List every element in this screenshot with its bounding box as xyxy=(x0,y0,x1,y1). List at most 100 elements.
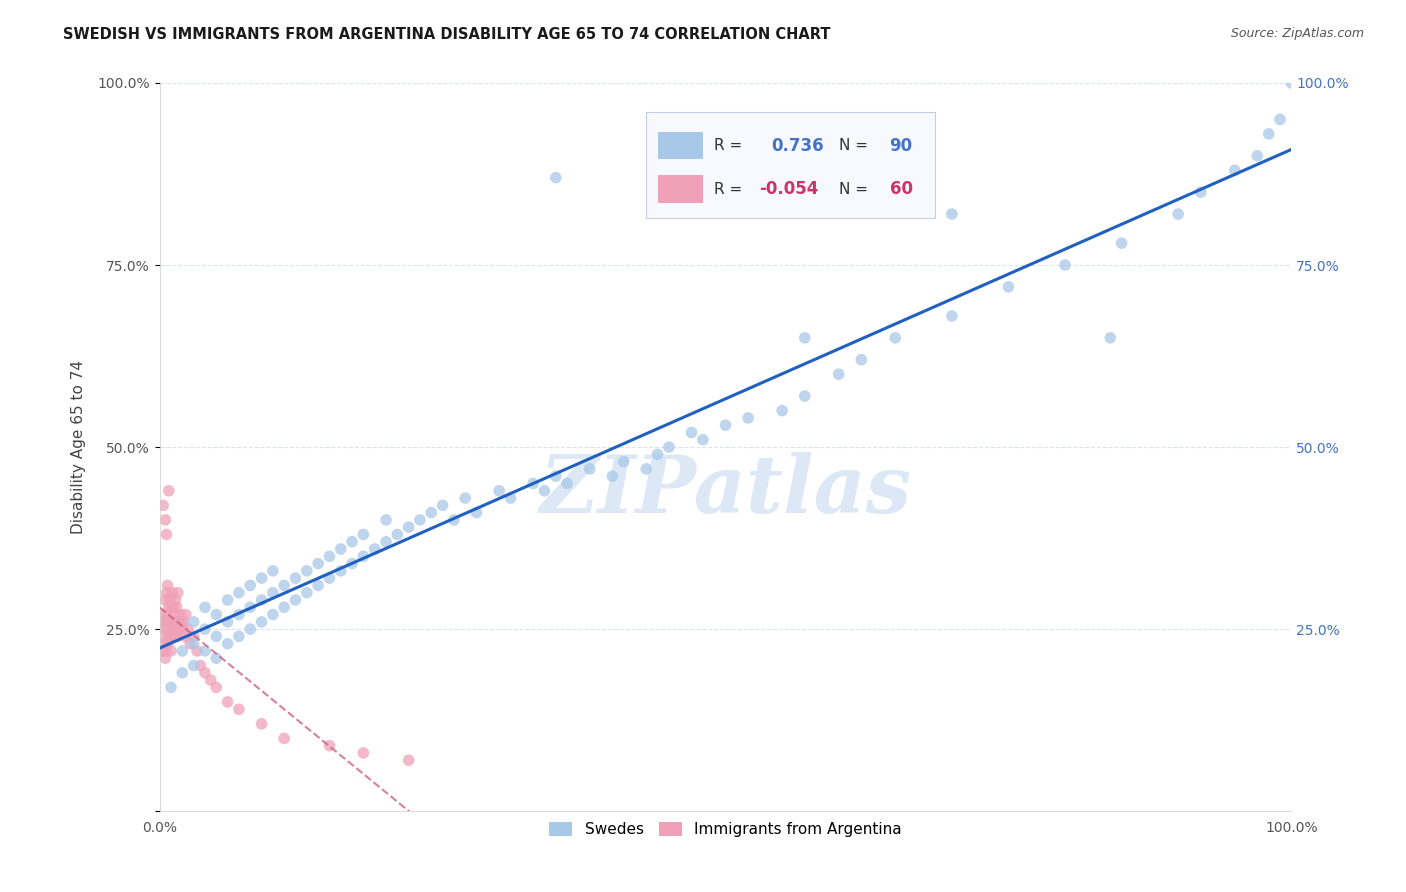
Point xyxy=(157,622,180,636)
Point xyxy=(307,578,329,592)
Point xyxy=(1223,163,1246,178)
Point xyxy=(155,644,177,658)
Point xyxy=(329,541,352,556)
Point xyxy=(228,607,250,622)
Point xyxy=(329,564,352,578)
Point xyxy=(352,746,374,760)
Point xyxy=(163,607,186,622)
Point xyxy=(155,615,177,629)
Point xyxy=(170,615,193,629)
Text: SWEDISH VS IMMIGRANTS FROM ARGENTINA DISABILITY AGE 65 TO 74 CORRELATION CHART: SWEDISH VS IMMIGRANTS FROM ARGENTINA DIS… xyxy=(63,27,831,42)
Point xyxy=(166,615,188,629)
Y-axis label: Disability Age 65 to 74: Disability Age 65 to 74 xyxy=(72,360,86,534)
Point xyxy=(153,637,176,651)
Point xyxy=(173,629,195,643)
Point xyxy=(150,629,173,643)
Point xyxy=(1257,127,1279,141)
Point xyxy=(307,557,329,571)
FancyBboxPatch shape xyxy=(647,112,935,218)
Point xyxy=(228,629,250,643)
Point xyxy=(217,695,239,709)
Point xyxy=(205,607,228,622)
Point xyxy=(217,615,239,629)
Point xyxy=(352,527,374,541)
Point xyxy=(1167,207,1189,221)
Point xyxy=(183,637,205,651)
Point xyxy=(398,753,420,767)
Point xyxy=(793,331,815,345)
Point xyxy=(533,483,555,498)
Point xyxy=(851,352,873,367)
Point xyxy=(352,549,374,564)
Point xyxy=(578,462,600,476)
Point xyxy=(166,629,188,643)
Point xyxy=(156,607,179,622)
Point xyxy=(152,499,174,513)
Point xyxy=(156,578,179,592)
Point xyxy=(155,593,177,607)
Point xyxy=(217,637,239,651)
Point xyxy=(647,447,669,461)
Point xyxy=(737,411,759,425)
Point xyxy=(364,541,387,556)
Point xyxy=(1268,112,1291,127)
Point xyxy=(160,615,183,629)
Point xyxy=(1053,258,1076,272)
Point xyxy=(165,622,187,636)
Point xyxy=(174,607,197,622)
Point xyxy=(318,739,340,753)
FancyBboxPatch shape xyxy=(658,176,703,203)
Point xyxy=(186,644,208,658)
Point xyxy=(183,615,205,629)
Point xyxy=(941,309,963,323)
Point xyxy=(183,629,205,643)
Text: Source: ZipAtlas.com: Source: ZipAtlas.com xyxy=(1230,27,1364,40)
Point xyxy=(172,622,194,636)
Point xyxy=(160,600,183,615)
Point xyxy=(828,368,851,382)
Point xyxy=(194,600,217,615)
Point xyxy=(194,622,217,636)
Point xyxy=(340,557,363,571)
Point xyxy=(172,665,194,680)
Point xyxy=(375,513,398,527)
Point xyxy=(160,585,183,599)
Point xyxy=(177,622,200,636)
Point xyxy=(250,571,273,585)
Point xyxy=(157,600,180,615)
Point xyxy=(153,607,176,622)
Legend: Swedes, Immigrants from Argentina: Swedes, Immigrants from Argentina xyxy=(543,816,908,844)
Point xyxy=(155,527,177,541)
Point xyxy=(228,702,250,716)
Point xyxy=(250,716,273,731)
Point xyxy=(318,549,340,564)
Text: N =: N = xyxy=(839,138,868,153)
Point xyxy=(183,658,205,673)
Point xyxy=(1099,331,1122,345)
Point xyxy=(165,593,187,607)
Point xyxy=(160,644,183,658)
Point xyxy=(162,600,184,615)
Text: 90: 90 xyxy=(890,136,912,154)
Point xyxy=(284,571,307,585)
Point xyxy=(152,615,174,629)
Point xyxy=(262,607,284,622)
Point xyxy=(190,658,212,673)
Point xyxy=(499,491,522,505)
Point xyxy=(714,418,737,433)
Point xyxy=(194,665,217,680)
Point xyxy=(205,681,228,695)
Point xyxy=(167,622,190,636)
Point xyxy=(179,637,201,651)
Point xyxy=(250,593,273,607)
FancyBboxPatch shape xyxy=(658,132,703,160)
Point xyxy=(544,469,567,483)
Point xyxy=(295,585,318,599)
Text: 60: 60 xyxy=(890,180,912,198)
Point xyxy=(692,433,714,447)
Point xyxy=(273,578,295,592)
Point xyxy=(205,651,228,665)
Point xyxy=(420,506,443,520)
Point xyxy=(239,622,262,636)
Point xyxy=(157,483,180,498)
